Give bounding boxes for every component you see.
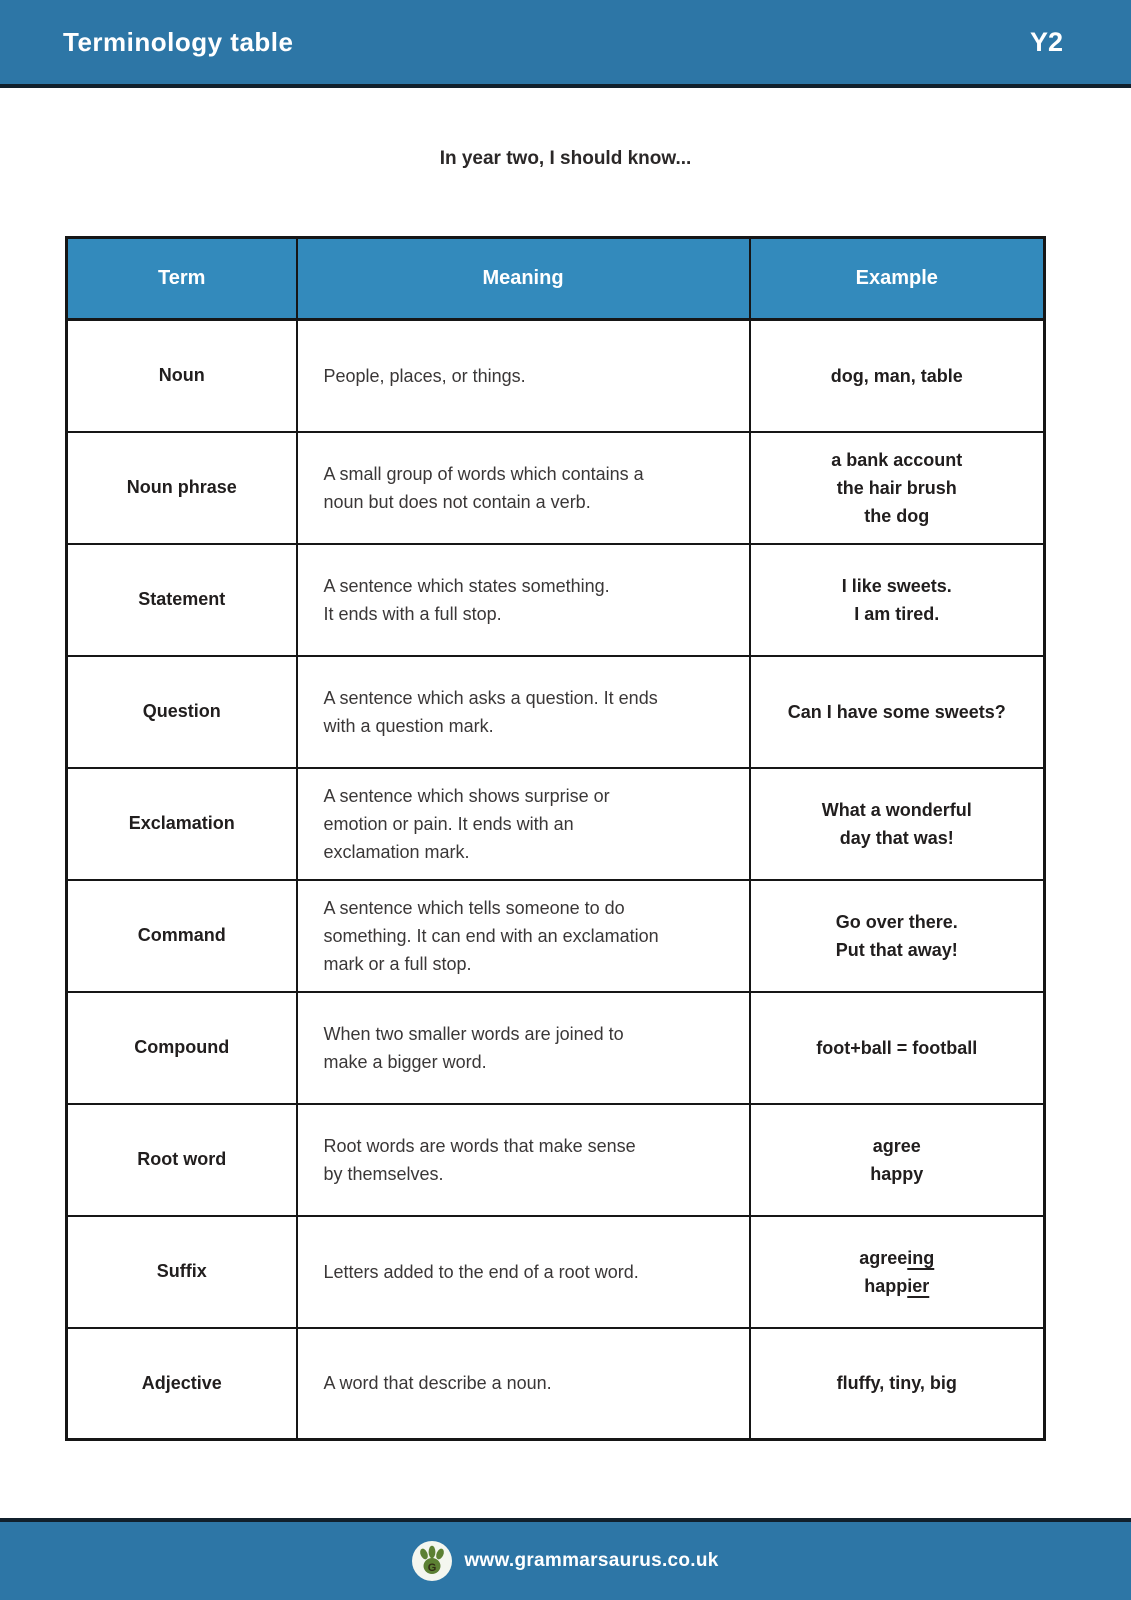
table-row: Command A sentence which tells someone t… [65, 878, 1046, 993]
example-line: foot+ball = football [816, 1037, 978, 1058]
example-line: agreeing [859, 1247, 935, 1268]
meaning-cell: A sentence which shows surprise or emoti… [295, 766, 751, 881]
meaning-line: A sentence which asks a question. It end… [323, 687, 658, 708]
example-line: I am tired. [854, 603, 940, 624]
header-bar: Terminology table Y2 [0, 0, 1131, 88]
example-line: Go over there. [835, 911, 958, 932]
meaning-line: mark or a full stop. [323, 953, 472, 974]
meaning-line: with a question mark. [323, 715, 494, 736]
terminology-table: Term Meaning Example Noun People, places… [65, 236, 1046, 1441]
footer-bar: G www.grammarsaurus.co.uk [0, 1518, 1131, 1600]
term-cell: Compound [65, 990, 298, 1105]
meaning-cell: A word that describe a noun. [295, 1326, 751, 1441]
example-line: a bank account [831, 449, 963, 470]
meaning-cell: A sentence which asks a question. It end… [295, 654, 751, 769]
column-header-meaning: Meaning [295, 236, 751, 321]
meaning-cell: A sentence which states something. It en… [295, 542, 751, 657]
meaning-line: It ends with a full stop. [323, 603, 502, 624]
underlined-suffix: ing [907, 1247, 935, 1268]
term-cell: Suffix [65, 1214, 298, 1329]
example-cell: What a wonderful day that was! [748, 766, 1046, 881]
example-line: the hair brush [836, 477, 957, 498]
meaning-line: A sentence which states something. [323, 575, 610, 596]
term-cell: Question [65, 654, 298, 769]
example-cell: a bank account the hair brush the dog [748, 430, 1046, 545]
table-row: Adjective A word that describe a noun. f… [65, 1326, 1046, 1441]
example-cell: Go over there. Put that away! [748, 878, 1046, 993]
meaning-line: by themselves. [323, 1163, 444, 1184]
example-line: the dog [864, 505, 930, 526]
meaning-line: Root words are words that make sense [323, 1135, 636, 1156]
example-line: day that was! [839, 827, 954, 848]
example-cell: fluffy, tiny, big [748, 1326, 1046, 1441]
meaning-line: When two smaller words are joined to [323, 1023, 624, 1044]
example-line: dog, man, table [830, 365, 963, 386]
table-row: Root word Root words are words that make… [65, 1102, 1046, 1217]
meaning-line: People, places, or things. [323, 365, 526, 386]
example-line: Put that away! [835, 939, 958, 960]
example-cell: I like sweets. I am tired. [748, 542, 1046, 657]
meaning-line: A sentence which tells someone to do [323, 897, 625, 918]
table-row: Compound When two smaller words are join… [65, 990, 1046, 1105]
term-cell: Noun [65, 318, 298, 433]
term-cell: Command [65, 878, 298, 993]
intro-text: In year two, I should know... [439, 148, 692, 169]
example-cell: agree happy [748, 1102, 1046, 1217]
example-line: happy [870, 1163, 924, 1184]
term-cell: Statement [65, 542, 298, 657]
term-cell: Noun phrase [65, 430, 298, 545]
meaning-line: exclamation mark. [323, 841, 470, 862]
meaning-cell: A small group of words which contains a … [295, 430, 751, 545]
meaning-cell: When two smaller words are joined to mak… [295, 990, 751, 1105]
table-header-row: Term Meaning Example [65, 236, 1046, 321]
meaning-line: emotion or pain. It ends with an [323, 813, 574, 834]
example-cell: foot+ball = football [748, 990, 1046, 1105]
table-row: Question A sentence which asks a questio… [65, 654, 1046, 769]
meaning-line: A sentence which shows surprise or [323, 785, 610, 806]
table-row: Statement A sentence which states someth… [65, 542, 1046, 657]
meaning-cell: People, places, or things. [295, 318, 751, 433]
example-cell: agreeing happier [748, 1214, 1046, 1329]
column-header-term: Term [65, 236, 298, 321]
meaning-cell: A sentence which tells someone to do som… [295, 878, 751, 993]
underlined-suffix: ier [907, 1275, 930, 1296]
meaning-line: Letters added to the end of a root word. [323, 1261, 639, 1282]
term-cell: Adjective [65, 1326, 298, 1441]
example-cell: Can I have some sweets? [748, 654, 1046, 769]
term-cell: Root word [65, 1102, 298, 1217]
example-line: fluffy, tiny, big [836, 1373, 957, 1394]
meaning-cell: Root words are words that make sense by … [295, 1102, 751, 1217]
example-line: I like sweets. [841, 575, 952, 596]
table-row: Noun phrase A small group of words which… [65, 430, 1046, 545]
example-cell: dog, man, table [748, 318, 1046, 433]
term-cell: Exclamation [65, 766, 298, 881]
example-line: Can I have some sweets? [787, 701, 1006, 722]
table-row: Noun People, places, or things. dog, man… [65, 318, 1046, 433]
meaning-line: A small group of words which contains a [323, 463, 644, 484]
meaning-line: something. It can end with an exclamatio… [323, 925, 659, 946]
page-title: Terminology table [63, 26, 294, 57]
footer-url: www.grammarsaurus.co.uk [464, 1550, 719, 1571]
svg-text:G: G [428, 1562, 437, 1574]
table-row: Exclamation A sentence which shows surpr… [65, 766, 1046, 881]
meaning-cell: Letters added to the end of a root word. [295, 1214, 751, 1329]
meaning-line: noun but does not contain a verb. [323, 491, 591, 512]
grammarsaurus-logo-icon: G [412, 1541, 453, 1581]
meaning-line: A word that describe a noun. [323, 1373, 552, 1394]
column-header-example: Example [748, 236, 1046, 321]
example-line: happier [864, 1275, 930, 1296]
year-badge: Y2 [1029, 26, 1063, 57]
meaning-line: make a bigger word. [323, 1051, 487, 1072]
table-row: Suffix Letters added to the end of a roo… [65, 1214, 1046, 1329]
example-line: agree [872, 1135, 921, 1156]
example-line: What a wonderful [821, 799, 972, 820]
